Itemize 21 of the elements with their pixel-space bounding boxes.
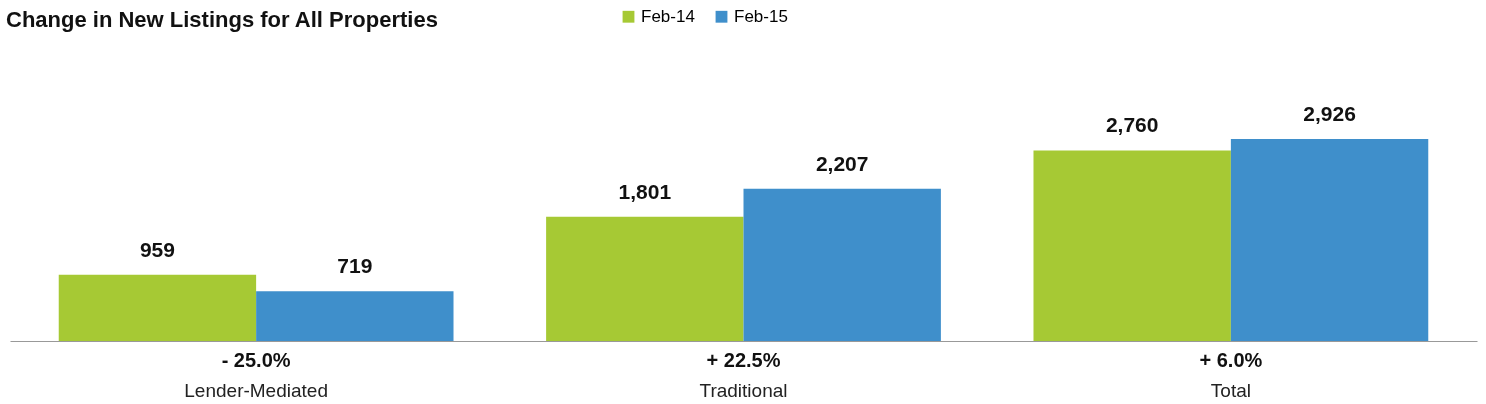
text: + 22.5% bbox=[706, 349, 781, 371]
bar bbox=[1033, 150, 1231, 341]
x-tick-label: Traditional bbox=[699, 379, 788, 401]
text: - 25.0% bbox=[221, 349, 291, 371]
data-label: 2,760 bbox=[1105, 113, 1159, 137]
bar bbox=[743, 188, 941, 341]
legend-label: Feb-15 bbox=[734, 6, 788, 26]
data-label: 2,926 bbox=[1303, 102, 1356, 125]
data-label: 2,207 bbox=[815, 151, 869, 175]
x-tick-label: Total bbox=[1210, 379, 1251, 401]
x-tick-label: Lender-Mediated bbox=[184, 379, 328, 401]
bar bbox=[58, 274, 257, 341]
data-label: 959 bbox=[139, 237, 175, 261]
chart-title: Change in New Listings for All Properties bbox=[6, 7, 438, 32]
bar bbox=[256, 291, 454, 341]
legend-label: Feb-14 bbox=[641, 6, 695, 26]
data-label: 719 bbox=[337, 254, 373, 278]
bar bbox=[546, 216, 744, 341]
text: + 6.0% bbox=[1199, 349, 1263, 371]
bar bbox=[1230, 139, 1429, 341]
data-label: 1,801 bbox=[618, 179, 672, 203]
